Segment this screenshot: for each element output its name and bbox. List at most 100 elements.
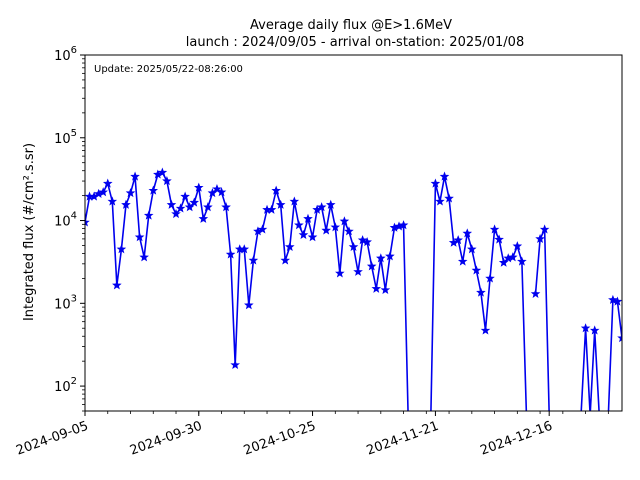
data-point <box>371 283 382 293</box>
data-point <box>280 255 291 265</box>
data-point <box>485 273 495 283</box>
data-point <box>203 202 213 212</box>
data-point <box>439 171 450 181</box>
data-point <box>225 249 236 259</box>
y-tick-label: 105 <box>54 128 77 147</box>
plot-frame <box>84 54 623 412</box>
data-point <box>271 185 281 195</box>
data-point <box>430 178 441 188</box>
y-axis-label: Integrated flux (#/cm².s.sr) <box>22 143 37 321</box>
data-point <box>353 266 363 276</box>
update-annotation: Update: 2025/05/22-08:26:00 <box>94 64 243 75</box>
data-point <box>171 208 181 219</box>
data-point <box>467 244 477 254</box>
data-point <box>230 359 240 370</box>
data-point <box>471 265 482 275</box>
data-point <box>517 256 527 266</box>
data-point <box>298 229 309 240</box>
data-point <box>139 252 149 262</box>
series-line <box>85 171 622 411</box>
data-point <box>162 176 172 186</box>
x-tick-label: 2024-11-21 <box>365 419 441 459</box>
data-point <box>294 220 304 230</box>
data-point <box>507 252 518 262</box>
data-point <box>539 224 550 234</box>
data-point <box>530 288 541 298</box>
y-tick-label: 103 <box>54 293 77 312</box>
data-point <box>221 202 231 212</box>
data-point <box>453 235 463 245</box>
data-point <box>494 234 504 244</box>
data-point <box>325 199 336 209</box>
data-point <box>344 226 354 236</box>
data-point <box>248 255 259 265</box>
data-point <box>627 301 635 309</box>
data-point <box>621 377 622 379</box>
data-point <box>239 244 250 254</box>
data-point <box>357 235 368 245</box>
data-point <box>612 296 622 306</box>
data-point <box>266 204 277 214</box>
data-point <box>366 261 377 271</box>
data-point <box>212 184 222 194</box>
data-point <box>330 222 341 232</box>
data-point <box>244 300 254 310</box>
data-point <box>307 232 318 242</box>
chart-title: Average daily flux @E>1.6MeV <box>250 18 452 33</box>
data-point <box>385 251 395 261</box>
data-point <box>257 224 268 234</box>
data-point <box>444 193 454 203</box>
data-point <box>112 280 122 290</box>
data-point <box>175 203 186 213</box>
data-point <box>476 287 486 297</box>
data-point <box>535 233 545 243</box>
data-point <box>580 323 591 333</box>
data-point <box>321 225 331 235</box>
data-point <box>339 216 350 226</box>
data-point <box>489 224 500 234</box>
data-point <box>198 213 209 223</box>
data-point <box>157 167 168 177</box>
data-point <box>102 178 113 188</box>
data-point <box>107 196 118 206</box>
y-tick-label: 104 <box>54 211 77 230</box>
data-point <box>189 197 199 207</box>
data-point <box>193 182 204 192</box>
data-point <box>348 241 359 251</box>
data-point <box>512 241 523 251</box>
data-point <box>166 199 177 209</box>
data-point <box>380 284 391 295</box>
data-point <box>143 210 154 220</box>
data-point <box>116 244 127 254</box>
data-point <box>184 202 195 212</box>
data-point <box>289 196 300 206</box>
data-point <box>617 333 622 343</box>
data-point <box>303 213 313 223</box>
y-tick-label: 102 <box>54 376 77 395</box>
data-point <box>480 325 491 335</box>
data-point <box>85 217 90 227</box>
data-point <box>435 196 445 206</box>
data-point <box>335 268 345 278</box>
data-point <box>121 199 131 209</box>
data-point <box>398 220 409 230</box>
x-tick-label: 2024-09-05 <box>14 419 90 459</box>
data-point <box>608 294 618 304</box>
data-point <box>125 187 136 198</box>
data-point <box>284 241 295 251</box>
data-point <box>130 171 140 181</box>
plot-area <box>85 167 635 411</box>
data-point <box>134 232 145 242</box>
y-tick-label: 106 <box>54 45 77 64</box>
data-point <box>589 325 600 335</box>
data-point <box>457 256 468 266</box>
data-point <box>362 236 372 247</box>
data-point <box>376 253 386 263</box>
data-point <box>316 202 327 212</box>
data-point <box>216 187 227 197</box>
data-point <box>462 228 473 238</box>
x-tick-label: 2024-10-25 <box>242 419 318 459</box>
data-point <box>148 185 159 195</box>
axes: 102 103 104 105 106 2024-09-05 2024-09-30 2024-… <box>14 45 623 459</box>
